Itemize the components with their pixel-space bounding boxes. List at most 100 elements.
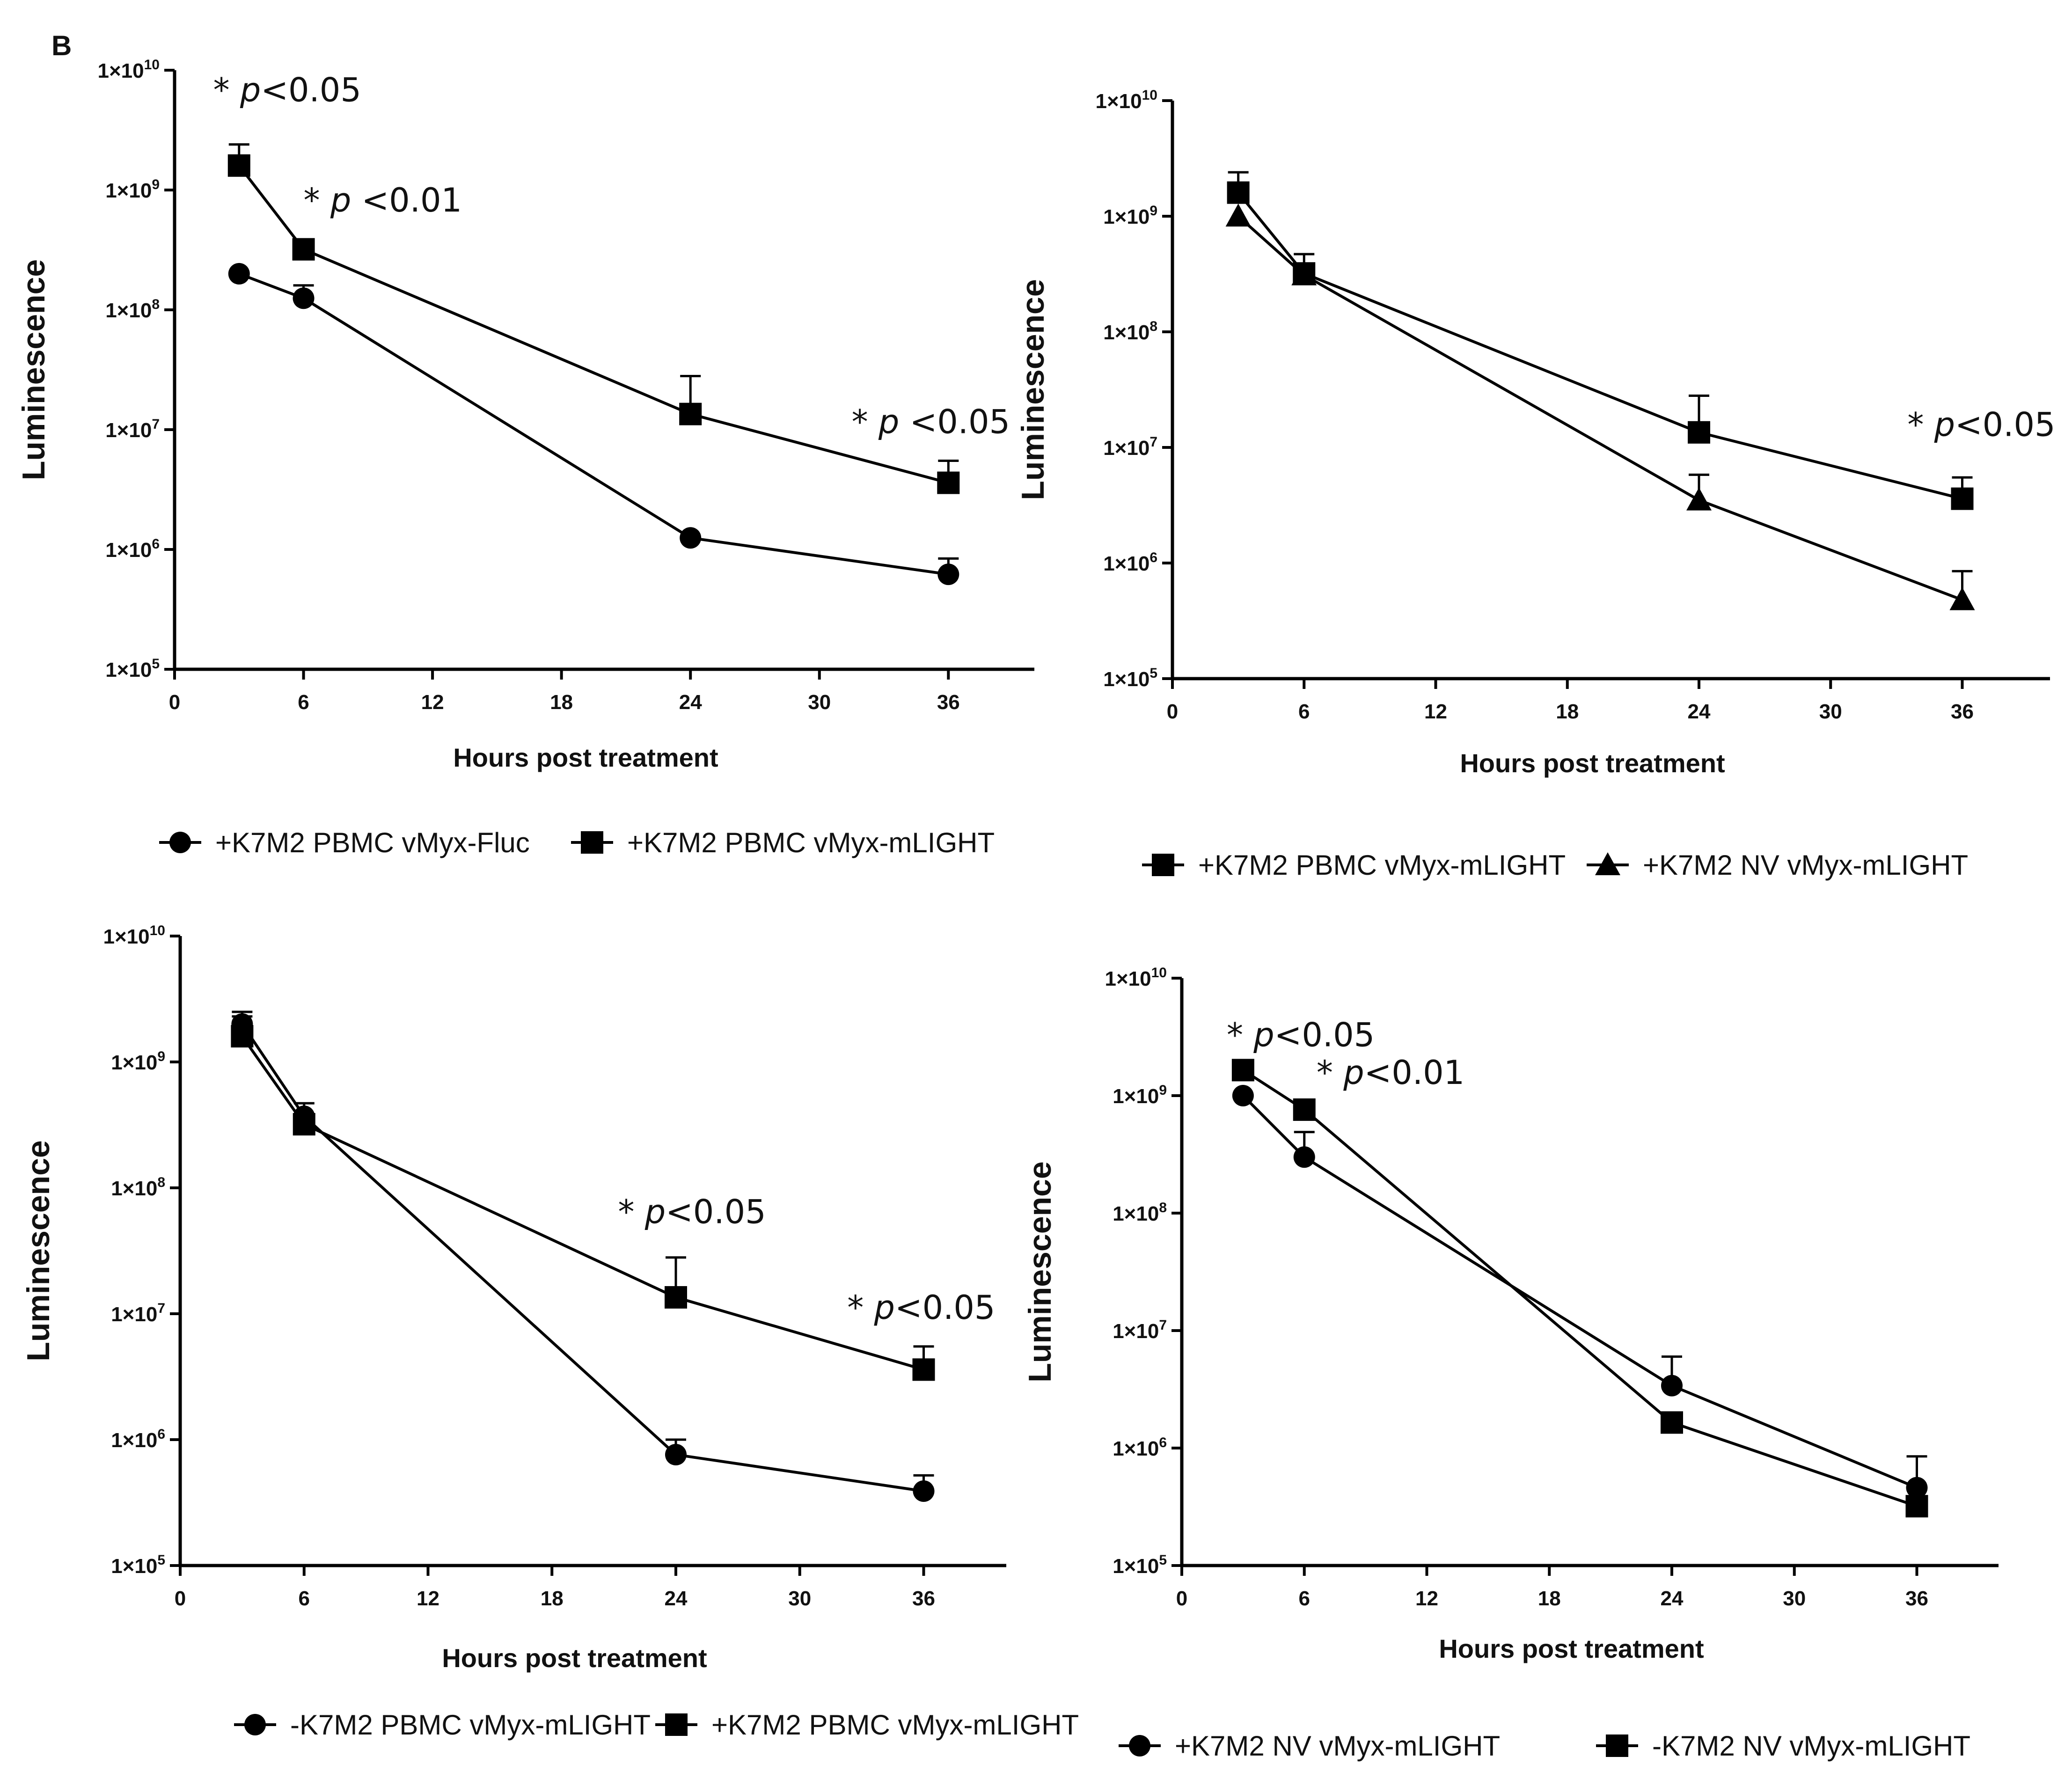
- x-tick-label: 0: [1176, 1587, 1187, 1610]
- x-tick-label: 36: [1951, 700, 1974, 723]
- data-point: [1688, 421, 1710, 444]
- y-tick-base: 1×10: [1103, 552, 1149, 575]
- legend-marker: [581, 831, 603, 854]
- y-tick-base: 1×10: [1113, 1437, 1159, 1460]
- data-point: [1906, 1477, 1928, 1499]
- data-point: [937, 471, 960, 494]
- y-tick-exponent: 7: [1159, 1317, 1167, 1333]
- legend-marker: [665, 1713, 688, 1736]
- legend-label: +K7M2 PBMC vMyx-mLIGHT: [711, 1709, 1079, 1741]
- significance-annotation: * p<0.05: [618, 1193, 766, 1231]
- y-tick-exponent: 10: [1142, 88, 1157, 103]
- annotation-star: *: [618, 1193, 634, 1231]
- series-line: [1237, 215, 1963, 601]
- annotation-space: [230, 71, 240, 110]
- data-point: [293, 1113, 315, 1136]
- x-axis-label: Hours post treatment: [442, 1643, 707, 1673]
- x-tick-label: 12: [417, 1587, 439, 1610]
- significance-annotation: * p <0.01: [304, 181, 462, 220]
- x-tick-label: 6: [299, 1587, 310, 1610]
- annotation-space: [868, 403, 879, 441]
- data-point: [1225, 204, 1251, 227]
- y-tick-exponent: 5: [1149, 666, 1157, 681]
- y-tick-base: 1×10: [105, 299, 152, 322]
- data-point: [231, 1025, 254, 1048]
- y-tick-base: 1×10: [1103, 437, 1149, 460]
- annotation-p: p: [1253, 1016, 1274, 1054]
- y-tick-label: 1×106: [1113, 1435, 1167, 1460]
- data-point: [1231, 1059, 1254, 1082]
- x-axis-label: Hours post treatment: [453, 743, 718, 772]
- data-point: [1291, 262, 1317, 285]
- x-tick-label: 6: [298, 691, 309, 714]
- y-tick-exponent: 8: [157, 1175, 165, 1190]
- data-point: [665, 1286, 687, 1309]
- legend-label: -K7M2 NV vMyx-mLIGHT: [1652, 1730, 1970, 1762]
- x-tick-label: 12: [1415, 1587, 1438, 1610]
- y-tick-base: 1×10: [1103, 668, 1149, 691]
- annotation-value: <0.01: [351, 181, 462, 220]
- y-tick-label: 1×1010: [98, 57, 160, 82]
- y-tick-label: 1×106: [1103, 550, 1157, 575]
- y-tick-label: 1×107: [105, 417, 160, 442]
- annotation-space: [634, 1193, 644, 1231]
- x-tick-label: 6: [1298, 700, 1310, 723]
- annotation-value: <0.05: [1955, 405, 2056, 444]
- y-tick-base: 1×10: [111, 1303, 157, 1326]
- data-point: [1686, 487, 1712, 511]
- y-tick-exponent: 8: [152, 297, 160, 312]
- annotation-star: *: [1227, 1016, 1243, 1054]
- y-tick-exponent: 9: [157, 1049, 165, 1064]
- data-point: [1293, 1146, 1315, 1168]
- data-point: [912, 1358, 935, 1381]
- y-tick-label: 1×109: [111, 1049, 165, 1074]
- legend-label: +K7M2 PBMC vMyx-mLIGHT: [1198, 849, 1566, 881]
- annotation-value: <0.05: [895, 1288, 996, 1327]
- y-tick-base: 1×10: [111, 1429, 157, 1452]
- y-tick-base: 1×10: [103, 925, 150, 948]
- panel-label: B: [51, 30, 72, 61]
- annotation-p: p: [240, 71, 261, 110]
- y-axis-label: Luminescence: [21, 1140, 56, 1361]
- data-point: [680, 527, 702, 549]
- legend-marker: [1595, 852, 1620, 875]
- series-line: [241, 1023, 924, 1493]
- annotation-value: <0.05: [261, 71, 361, 110]
- significance-annotation: * p<0.05: [847, 1288, 995, 1327]
- x-tick-label: 24: [1661, 1587, 1684, 1610]
- series-line: [1242, 1068, 1918, 1508]
- legend-marker: [244, 1714, 266, 1735]
- series-line: [1242, 1094, 1918, 1489]
- x-tick-label: 18: [1538, 1587, 1561, 1610]
- data-point: [1227, 181, 1250, 204]
- y-tick-label: 1×108: [111, 1175, 165, 1200]
- y-tick-label: 1×105: [111, 1552, 165, 1578]
- x-tick-label: 30: [1783, 1587, 1806, 1610]
- chart-top-right: 0 6 12 18 24 30 361×1051×1061×1071×1081×1091×1…: [1015, 88, 2056, 881]
- annotation-star: *: [1317, 1054, 1333, 1092]
- y-tick-exponent: 6: [1159, 1435, 1167, 1450]
- annotation-star: *: [304, 181, 320, 220]
- annotation-star: *: [213, 71, 230, 110]
- y-tick-label: 1×108: [105, 297, 160, 322]
- y-axis-label: Luminescence: [1022, 1161, 1058, 1382]
- y-tick-exponent: 6: [152, 536, 160, 552]
- annotation-p: p: [644, 1193, 666, 1231]
- x-tick-label: 36: [937, 691, 960, 714]
- data-point: [227, 154, 250, 177]
- y-tick-label: 1×1010: [103, 923, 165, 948]
- y-tick-label: 1×108: [1113, 1200, 1167, 1225]
- y-tick-label: 1×107: [111, 1301, 165, 1326]
- data-point: [293, 287, 315, 309]
- x-tick-label: 30: [1819, 700, 1842, 723]
- legend-label: +K7M2 PBMC vMyx-mLIGHT: [627, 827, 995, 858]
- annotation-value: <0.01: [1364, 1054, 1465, 1092]
- y-tick-base: 1×10: [98, 59, 144, 82]
- y-tick-base: 1×10: [1105, 967, 1151, 990]
- annotation-space: [1243, 1016, 1253, 1054]
- y-tick-exponent: 5: [157, 1552, 165, 1568]
- y-tick-base: 1×10: [1113, 1320, 1159, 1343]
- x-tick-label: 30: [788, 1587, 811, 1610]
- annotation-space: [864, 1288, 874, 1327]
